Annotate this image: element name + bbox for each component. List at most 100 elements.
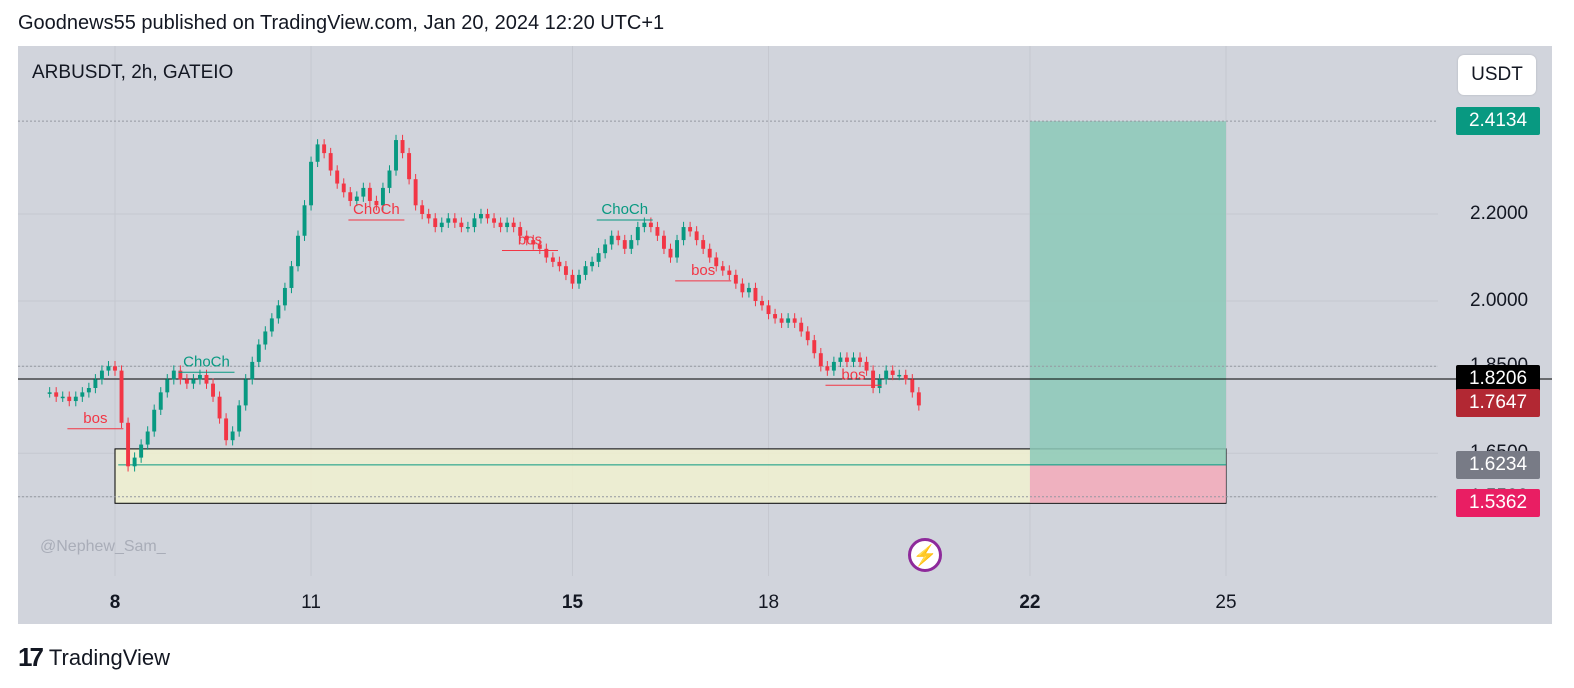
- candle-body: [394, 140, 398, 171]
- candle-body: [60, 396, 65, 399]
- candle-body: [720, 266, 725, 271]
- time-tick-label: 22: [1019, 592, 1041, 613]
- tradingview-logo-icon[interactable]: 17: [18, 642, 44, 672]
- chart-canvas[interactable]: bos ChoCh ChoCh bos ChoCh bos bos: [18, 46, 1552, 624]
- candle-body: [864, 361, 869, 371]
- candle-body: [590, 261, 595, 267]
- candle-body: [459, 222, 464, 228]
- candle-body: [746, 287, 751, 293]
- candle-body: [557, 261, 562, 267]
- target-zone: [1029, 121, 1226, 465]
- candle-body: [86, 388, 91, 393]
- candle-body: [407, 153, 412, 180]
- candle-body: [648, 222, 653, 228]
- candle-body: [426, 214, 431, 219]
- candle-body: [446, 218, 451, 223]
- candle-body: [701, 240, 706, 249]
- candle-body: [760, 301, 764, 306]
- structure-annotation-label: ChoCh: [601, 201, 648, 218]
- footer-brand[interactable]: TradingView: [48, 644, 170, 670]
- candle-body: [570, 274, 575, 284]
- candle-body: [479, 214, 483, 219]
- candle-body: [511, 222, 516, 228]
- candle-body: [727, 270, 732, 275]
- price-badge: 1.7647: [1456, 389, 1540, 418]
- candle-body: [707, 248, 712, 258]
- publisher-header: Goodnews55 published on TradingView.com,…: [18, 12, 665, 34]
- candle-body: [243, 379, 248, 406]
- candle-body: [93, 379, 98, 388]
- candle-body: [348, 192, 353, 201]
- candle-body: [773, 314, 778, 319]
- candle-body: [472, 218, 477, 228]
- candle-body: [603, 244, 608, 254]
- candle-body: [178, 370, 183, 380]
- candle-body: [550, 257, 555, 262]
- candle-body: [158, 392, 163, 410]
- candle-body: [184, 379, 189, 384]
- candle-body: [465, 227, 470, 229]
- candle-body: [119, 370, 124, 423]
- candle-body: [805, 331, 810, 341]
- candle-body: [282, 287, 287, 306]
- candle-body: [681, 227, 686, 241]
- structure-annotation-label: ChoCh: [353, 201, 400, 218]
- candle-body: [583, 266, 588, 275]
- candle-body: [871, 370, 876, 388]
- candle-body: [753, 287, 758, 301]
- candle-body: [916, 392, 921, 406]
- chart-panel[interactable]: bos ChoCh ChoCh bos ChoCh bos bos ARBUSDT, 2h,…: [18, 46, 1552, 624]
- candle-body: [642, 222, 647, 228]
- structure-annotation-label: bos: [518, 231, 542, 248]
- candle-body: [662, 235, 666, 249]
- candle-body: [890, 370, 895, 375]
- candle-body: [191, 379, 196, 384]
- candle-body: [106, 366, 111, 371]
- candle-body: [844, 357, 849, 362]
- candle-body: [897, 374, 902, 377]
- structure-annotation-label: bos: [691, 262, 715, 279]
- candle-body: [903, 374, 908, 380]
- candle-body: [505, 222, 510, 228]
- time-tick-label: 18: [757, 592, 780, 613]
- candle-body: [335, 170, 340, 184]
- lightning-bolt-icon[interactable]: ⚡: [908, 538, 942, 572]
- time-tick-label: 25: [1215, 592, 1237, 613]
- candle-body: [302, 205, 307, 236]
- candle-body: [361, 187, 366, 197]
- candle-body: [433, 218, 438, 228]
- candle-body: [322, 144, 327, 154]
- candle-body: [492, 218, 497, 223]
- candle-body: [145, 431, 150, 445]
- candle-body: [367, 187, 372, 201]
- candle-body: [328, 153, 333, 171]
- candle-body: [563, 266, 568, 275]
- symbol-label[interactable]: ARBUSDT, 2h, GATEIO: [32, 62, 234, 83]
- candle-body: [387, 170, 392, 188]
- candle-body: [910, 379, 915, 393]
- candle-body: [152, 409, 157, 432]
- candle-body: [374, 200, 379, 206]
- candle-body: [132, 457, 137, 467]
- candle-body: [113, 366, 117, 371]
- price-badge: 2.4134: [1456, 107, 1540, 136]
- candle-body: [858, 357, 862, 362]
- candle-body: [675, 240, 679, 258]
- candle-body: [714, 257, 719, 267]
- candle-body: [792, 318, 797, 323]
- candle-body: [622, 240, 627, 249]
- structure-annotation-label: bos: [841, 366, 865, 383]
- candle-body: [211, 383, 215, 397]
- candle-body: [269, 318, 274, 332]
- currency-button[interactable]: USDT: [1458, 55, 1536, 95]
- candle-body: [73, 396, 78, 402]
- candle-body: [439, 222, 444, 228]
- candle-body: [263, 331, 268, 345]
- structure-annotation-label: bos: [83, 410, 107, 427]
- candle-body: [544, 248, 549, 258]
- time-tick-label: 8: [109, 592, 121, 613]
- candle-body: [452, 218, 457, 223]
- candle-body: [67, 396, 72, 402]
- candle-body: [740, 283, 745, 293]
- footer: 17 TradingView: [18, 642, 170, 673]
